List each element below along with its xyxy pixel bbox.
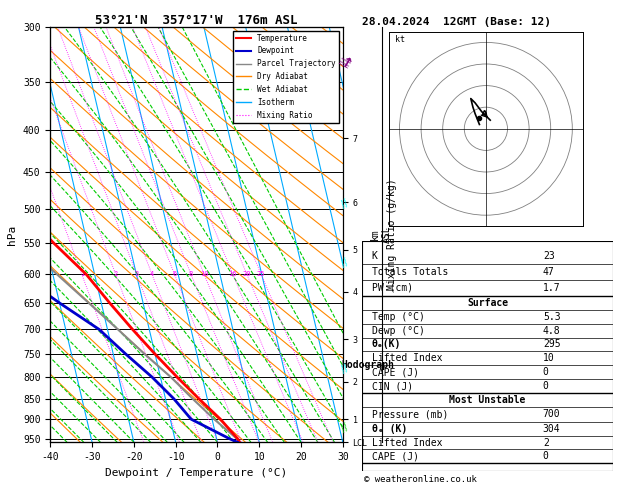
Text: 16: 16 [228,271,237,278]
Text: //: // [340,257,350,268]
Text: 2: 2 [114,271,118,278]
Text: 0: 0 [543,451,548,461]
Text: Hodograph: Hodograph [342,360,394,370]
Text: 4: 4 [150,271,154,278]
Text: PW (cm): PW (cm) [372,283,413,293]
Text: 700: 700 [543,409,560,419]
Text: Totals Totals: Totals Totals [372,267,448,277]
Text: 1: 1 [80,271,84,278]
Text: //: // [340,422,350,434]
Y-axis label: km
ASL: km ASL [370,226,392,243]
Text: K: K [372,251,377,260]
Text: 304: 304 [543,424,560,434]
Text: CAPE (J): CAPE (J) [372,367,419,377]
Text: 28.04.2024  12GMT (Base: 12): 28.04.2024 12GMT (Base: 12) [362,17,550,27]
Text: 4.8: 4.8 [543,326,560,336]
Text: 2: 2 [543,437,548,448]
Text: 10: 10 [543,353,555,364]
Text: Most Unstable: Most Unstable [449,395,526,405]
Text: ↓: ↓ [336,50,353,67]
Text: CIN (J): CIN (J) [372,381,413,391]
Text: Dewp (°C): Dewp (°C) [372,326,425,336]
Text: Lifted Index: Lifted Index [372,353,442,364]
Text: kt: kt [395,35,405,44]
Text: 6: 6 [172,271,177,278]
Text: 3: 3 [135,271,139,278]
Text: 0: 0 [543,367,548,377]
Text: Temp (°C): Temp (°C) [372,312,425,322]
Text: //: // [340,198,350,210]
Text: CAPE (J): CAPE (J) [372,451,419,461]
Text: 295: 295 [543,339,560,349]
Text: Lifted Index: Lifted Index [372,437,442,448]
Legend: Temperature, Dewpoint, Parcel Trajectory, Dry Adiabat, Wet Adiabat, Isotherm, Mi: Temperature, Dewpoint, Parcel Trajectory… [233,31,339,122]
Text: 1.7: 1.7 [543,283,560,293]
Text: 10: 10 [200,271,208,278]
Y-axis label: Mixing Ratio (g/kg): Mixing Ratio (g/kg) [387,179,398,290]
Text: 47: 47 [543,267,555,277]
Text: //: // [340,364,350,375]
Text: 25: 25 [257,271,265,278]
Text: |||: ||| [338,54,352,68]
Text: 0: 0 [543,381,548,391]
Text: 8: 8 [189,271,193,278]
Text: 20: 20 [243,271,251,278]
Text: 5.3: 5.3 [543,312,560,322]
Text: 23: 23 [543,251,555,260]
Text: Pressure (mb): Pressure (mb) [372,409,448,419]
Text: θₑ (K): θₑ (K) [372,424,407,434]
Text: Surface: Surface [467,298,508,308]
Text: θₑ(K): θₑ(K) [372,339,401,349]
X-axis label: Dewpoint / Temperature (°C): Dewpoint / Temperature (°C) [106,468,287,478]
Text: © weatheronline.co.uk: © weatheronline.co.uk [364,474,476,484]
Title: 53°21'N  357°17'W  176m ASL: 53°21'N 357°17'W 176m ASL [96,14,298,27]
Y-axis label: hPa: hPa [8,225,18,244]
